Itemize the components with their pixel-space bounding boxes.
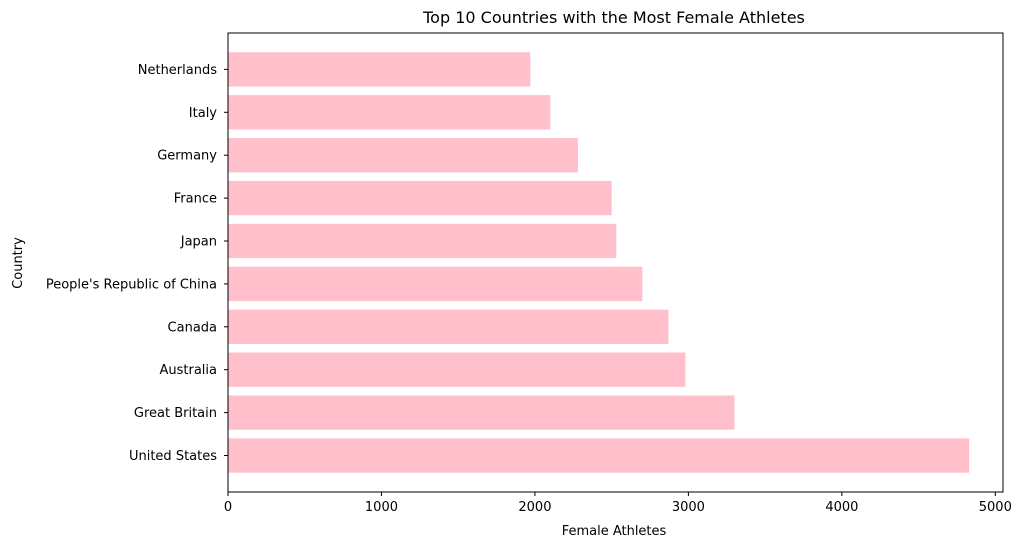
y-tick-label: France xyxy=(174,192,217,207)
y-axis-label: Country xyxy=(11,237,26,289)
bar xyxy=(228,180,612,216)
x-tick-label: 0 xyxy=(224,500,232,515)
y-tick-label: United States xyxy=(129,449,217,464)
bar xyxy=(228,438,970,473)
chart-title: Top 10 Countries with the Most Female At… xyxy=(422,8,805,27)
x-tick-label: 3000 xyxy=(672,500,705,515)
bars-layer xyxy=(228,52,970,473)
bar xyxy=(228,95,551,130)
x-tick-label: 4000 xyxy=(825,500,858,515)
y-tick-label: Canada xyxy=(168,320,217,335)
bar xyxy=(228,309,669,344)
x-tick-label: 1000 xyxy=(365,500,398,515)
y-tick-label: Australia xyxy=(159,363,217,378)
plot-frame xyxy=(227,32,1004,493)
y-tick-label: Japan xyxy=(180,235,217,250)
bar xyxy=(228,223,617,259)
y-tick-label: Great Britain xyxy=(134,406,217,421)
bar xyxy=(228,395,735,430)
x-axis-label: Female Athletes xyxy=(562,524,667,539)
bar xyxy=(228,52,531,87)
bar xyxy=(228,266,643,302)
bar xyxy=(228,138,578,173)
y-tick-label: Germany xyxy=(157,149,217,164)
x-tick-label: 5000 xyxy=(979,500,1012,515)
x-axis-ticks: 0 1000 2000 3000 4000 5000 xyxy=(224,492,1012,515)
y-axis-ticks: United States Great Britain Australia Canad… xyxy=(46,63,228,464)
y-tick-label: Netherlands xyxy=(138,63,217,78)
x-tick-label: 2000 xyxy=(518,500,551,515)
bar xyxy=(228,352,686,387)
y-tick-label: People's Republic of China xyxy=(46,277,217,292)
y-tick-label: Italy xyxy=(189,106,218,121)
